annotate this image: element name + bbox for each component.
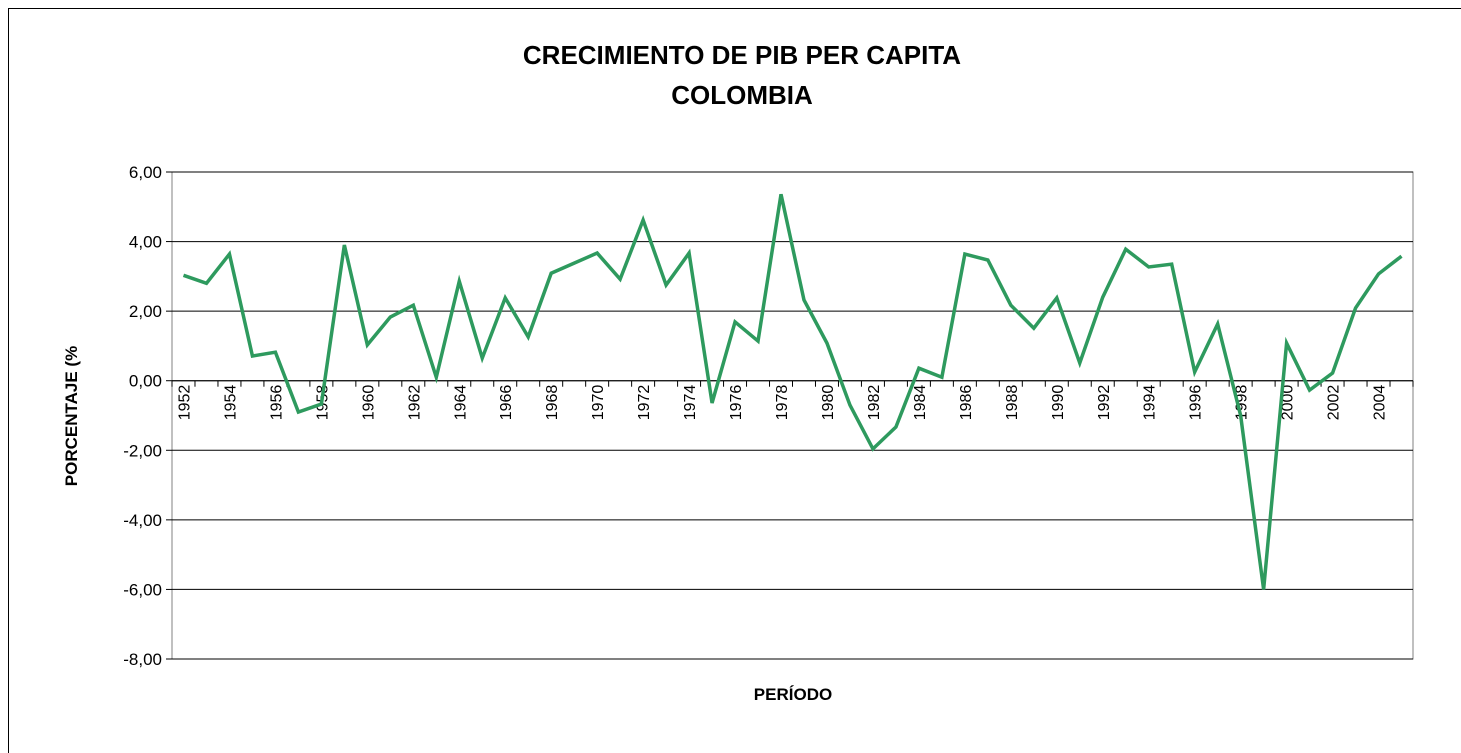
x-tick-label: 1984 <box>912 385 929 421</box>
y-tick-label: -2,00 <box>123 441 162 460</box>
x-tick-label: 1988 <box>1004 385 1021 421</box>
y-tick-label: 6,00 <box>129 163 162 182</box>
x-tick-label: 1956 <box>268 385 285 421</box>
x-tick-label: 1970 <box>590 385 607 421</box>
x-tick-label: 1986 <box>958 385 975 421</box>
x-tick-label: 1992 <box>1096 385 1113 421</box>
x-tick-label: 1954 <box>222 385 239 421</box>
x-tick-label: 2002 <box>1326 385 1343 421</box>
x-tick-label: 1982 <box>866 385 883 421</box>
x-tick-label: 1966 <box>498 385 515 421</box>
y-tick-label: -6,00 <box>123 580 162 599</box>
x-tick-label: 2000 <box>1280 385 1297 421</box>
x-tick-label: 1990 <box>1050 385 1067 421</box>
x-tick-label: 1978 <box>774 385 791 421</box>
x-tick-label: 1972 <box>636 385 653 421</box>
y-tick-label: 0,00 <box>129 372 162 391</box>
x-tick-label: 1968 <box>544 385 561 421</box>
x-tick-label: 1974 <box>682 385 699 421</box>
y-tick-label: -8,00 <box>123 650 162 669</box>
x-tick-label: 2004 <box>1372 385 1389 421</box>
x-tick-label: 1964 <box>452 385 469 421</box>
x-tick-label: 1994 <box>1142 385 1159 421</box>
x-axis-label: PERÍODO <box>754 685 832 704</box>
y-tick-label: 4,00 <box>129 233 162 252</box>
x-tick-label: 1960 <box>360 385 377 421</box>
data-line <box>182 193 1403 590</box>
chart-title: CRECIMIENTO DE PIB PER CAPITA <box>523 40 961 70</box>
x-tick-label: 1976 <box>728 385 745 421</box>
x-tick-label: 1996 <box>1188 385 1205 421</box>
x-tick-label: 1962 <box>406 385 423 421</box>
y-tick-label: -4,00 <box>123 511 162 530</box>
x-tick-label: 1952 <box>176 385 193 421</box>
chart-subtitle: COLOMBIA <box>671 80 813 110</box>
y-axis-label: PORCENTAJE (% <box>62 346 81 486</box>
x-tick-label: 1980 <box>820 385 837 421</box>
y-tick-label: 2,00 <box>129 302 162 321</box>
